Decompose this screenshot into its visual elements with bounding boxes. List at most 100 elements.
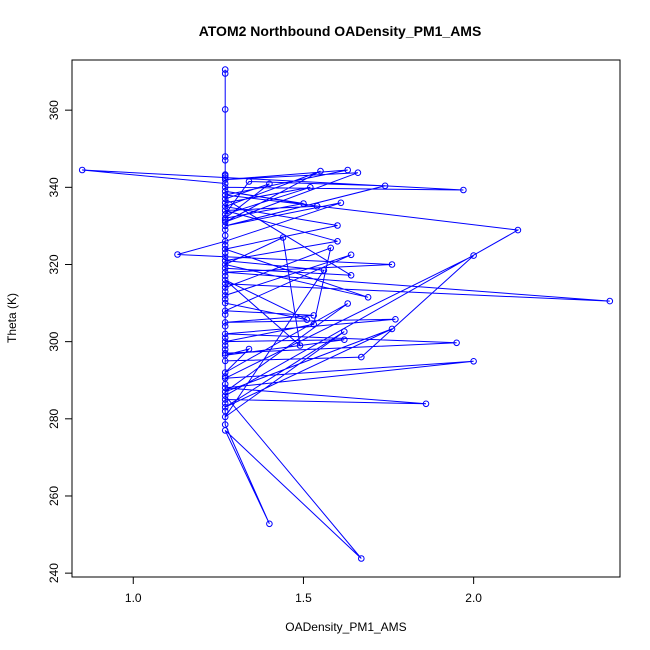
chart-title: ATOM2 Northbound OADensity_PM1_AMS (199, 23, 482, 39)
data-point (245, 345, 253, 353)
data-point (221, 322, 229, 330)
data-point (307, 184, 314, 191)
data-point (347, 251, 355, 259)
data-point (78, 166, 86, 174)
data-point (300, 200, 307, 207)
data-point (221, 311, 229, 318)
data-point (320, 267, 328, 274)
data-point (221, 191, 229, 199)
data-point (221, 334, 229, 342)
data-point (221, 184, 229, 191)
data-point (221, 292, 229, 299)
data-point (221, 176, 229, 183)
data-point (221, 384, 229, 392)
data-point (388, 261, 396, 268)
data-point (221, 319, 229, 326)
data-point (334, 222, 341, 229)
series-layer (78, 66, 614, 562)
data-point (221, 330, 229, 338)
y-tick-label: 240 (47, 563, 61, 583)
data-point (327, 244, 335, 252)
data-point (344, 166, 352, 174)
data-point (221, 187, 229, 195)
data-point (470, 252, 477, 259)
data-point (221, 214, 229, 222)
data-point (221, 349, 229, 357)
data-point (221, 342, 229, 349)
data-point (221, 245, 229, 253)
data-point (221, 253, 229, 261)
x-axis-label: OADensity_PM1_AMS (285, 620, 406, 634)
x-tick-label: 1.0 (125, 591, 142, 605)
data-point (221, 338, 229, 345)
y-tick-label: 260 (47, 486, 61, 506)
data-point (221, 388, 229, 396)
data-point (460, 186, 467, 194)
data-point (221, 174, 229, 181)
data-point (221, 218, 229, 226)
data-point (221, 195, 229, 203)
data-point (221, 392, 229, 400)
data-point (221, 257, 229, 264)
y-axis: 240 260 280 300 320 340 360 (47, 100, 73, 583)
data-point (221, 396, 229, 403)
data-point (266, 180, 273, 188)
data-point (337, 199, 345, 207)
data-point (514, 226, 522, 234)
data-point (303, 316, 311, 324)
data-point (221, 295, 229, 303)
data-point (221, 299, 229, 307)
data-point (422, 400, 430, 408)
data-point (364, 294, 372, 301)
data-point (221, 249, 229, 257)
y-tick-label: 280 (47, 408, 61, 428)
data-point (453, 339, 460, 347)
data-point (310, 321, 318, 328)
data-point (221, 261, 229, 268)
data-point (221, 346, 229, 353)
data-point (344, 300, 352, 307)
data-point (221, 199, 229, 207)
data-point (266, 520, 273, 528)
data-point (279, 234, 287, 241)
data-point (388, 325, 396, 333)
y-tick-label: 320 (47, 254, 61, 274)
y-tick-label: 300 (47, 331, 61, 351)
data-point (245, 178, 253, 185)
y-tick-label: 340 (47, 177, 61, 197)
data-point (354, 169, 362, 176)
x-tick-label: 1.5 (295, 591, 312, 605)
data-point (606, 297, 614, 305)
data-point (310, 312, 318, 319)
data-point (221, 369, 229, 376)
data-point (221, 427, 229, 434)
data-point (221, 66, 229, 73)
data-point (221, 216, 229, 224)
data-point (221, 272, 229, 280)
data-point (221, 380, 229, 388)
data-point (341, 336, 348, 344)
data-point (221, 106, 229, 113)
y-tick-label: 360 (47, 100, 61, 120)
x-tick-label: 2.0 (465, 591, 482, 605)
data-point (221, 203, 229, 210)
data-point (221, 265, 229, 272)
data-point (221, 284, 229, 291)
data-point (221, 226, 229, 234)
data-point (358, 353, 365, 361)
data-point (221, 280, 229, 288)
data-point (221, 403, 229, 411)
data-point (470, 358, 477, 365)
x-axis: 1.0 1.5 2.0 (125, 576, 482, 605)
data-point (296, 342, 304, 349)
series-line (82, 69, 610, 559)
data-point (221, 400, 229, 407)
data-point (221, 207, 229, 214)
y-axis-label: Theta (K) (5, 293, 19, 343)
data-point (221, 241, 229, 249)
data-point (358, 555, 365, 562)
data-point (221, 153, 229, 160)
data-point (221, 157, 229, 164)
data-point (313, 202, 321, 210)
data-point (221, 276, 229, 284)
